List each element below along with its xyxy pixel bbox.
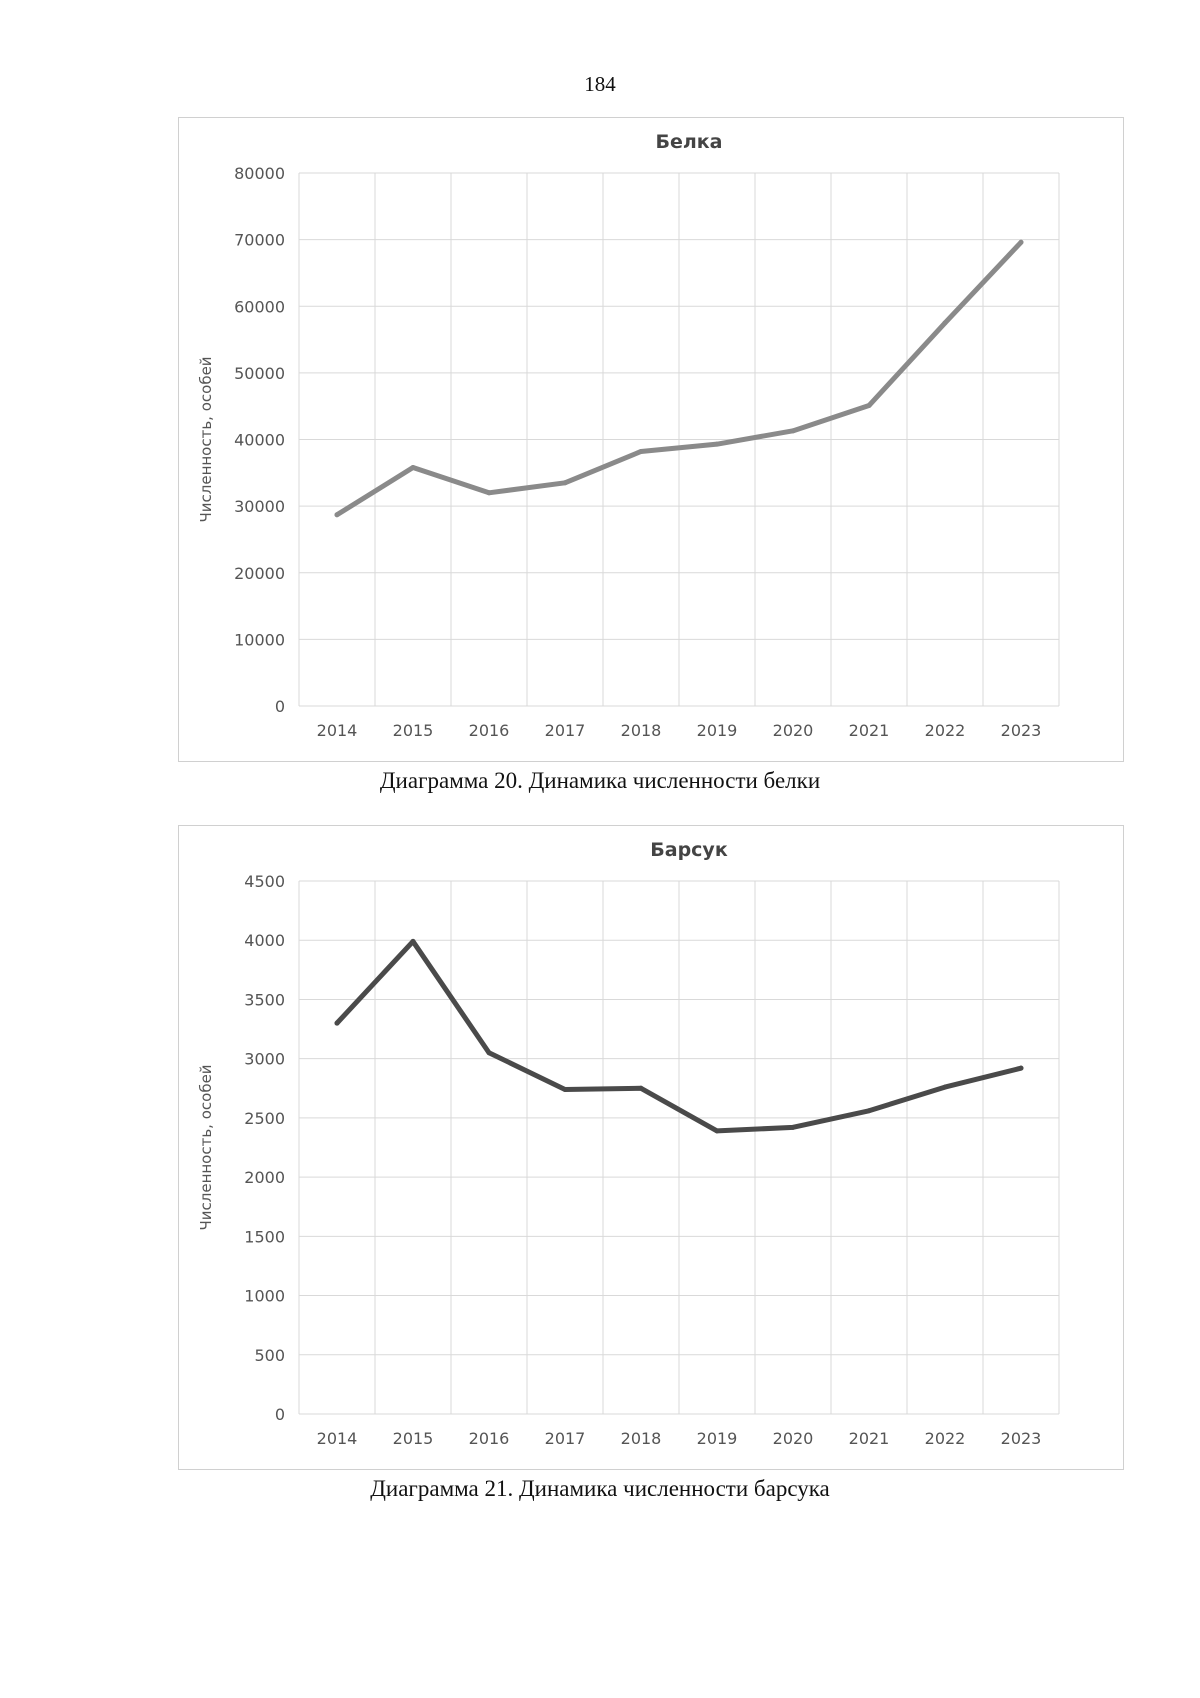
squirrel-y-tick-label: 60000	[234, 297, 285, 316]
squirrel-y-tick-label: 0	[275, 697, 285, 716]
squirrel-data-point	[486, 490, 492, 496]
squirrel-y-tick-label: 10000	[234, 630, 285, 649]
squirrel-chart: Белка 0 10000 20000 30000 40000 50000 60000 7000…	[178, 117, 1124, 762]
badger-chart-title: Барсук	[650, 839, 728, 861]
badger-data-point	[1018, 1065, 1024, 1071]
badger-y-tick-label: 3000	[244, 1050, 285, 1069]
squirrel-x-tick-label: 2020	[773, 721, 814, 740]
squirrel-data-point	[1018, 239, 1024, 245]
badger-x-tick-label: 2015	[393, 1429, 434, 1448]
squirrel-y-tick-label: 50000	[234, 364, 285, 383]
badger-x-tick-label: 2022	[925, 1429, 966, 1448]
squirrel-y-tick-label: 80000	[234, 164, 285, 183]
badger-y-tick-label: 0	[275, 1405, 285, 1424]
squirrel-x-tick-label: 2016	[469, 721, 510, 740]
badger-data-point	[334, 1020, 340, 1026]
badger-chart-svg: Барсук 0 500 1000 1500 2000 2500 3000 3500 4000 45…	[197, 839, 1060, 1448]
chart-caption-badger: Диаграмма 21. Динамика численности барсу…	[370, 1476, 830, 1501]
squirrel-data-point	[790, 428, 796, 434]
squirrel-data-point	[638, 448, 644, 454]
squirrel-x-tick-label: 2018	[621, 721, 662, 740]
badger-x-tick-label: 2016	[469, 1429, 510, 1448]
badger-x-tick-label: 2021	[849, 1429, 890, 1448]
badger-y-tick-label: 4500	[244, 872, 285, 891]
badger-y-tick-label: 4000	[244, 931, 285, 950]
squirrel-y-tick-label: 30000	[234, 497, 285, 516]
badger-y-tick-label: 3500	[244, 990, 285, 1009]
squirrel-data-point	[334, 512, 340, 518]
badger-data-point	[638, 1085, 644, 1091]
squirrel-x-tick-label: 2022	[925, 721, 966, 740]
badger-data-point	[714, 1128, 720, 1134]
badger-series-line	[334, 938, 1024, 1134]
squirrel-y-axis-label: Численность, особей	[197, 356, 215, 522]
squirrel-y-tick-label: 70000	[234, 231, 285, 250]
squirrel-data-point	[410, 464, 416, 470]
squirrel-data-point	[866, 403, 872, 409]
squirrel-x-tick-label: 2017	[545, 721, 586, 740]
squirrel-x-tick-label: 2015	[393, 721, 434, 740]
badger-data-point	[486, 1050, 492, 1056]
badger-data-point	[866, 1108, 872, 1114]
squirrel-x-tick-label: 2014	[317, 721, 358, 740]
badger-chart: Барсук 0 500 1000 1500 2000 2500 3000 3500 4000 45…	[178, 825, 1124, 1470]
squirrel-x-tick-label: 2023	[1001, 721, 1042, 740]
badger-x-tick-label: 2014	[317, 1429, 358, 1448]
badger-x-tick-label: 2020	[773, 1429, 814, 1448]
badger-y-tick-label: 1000	[244, 1287, 285, 1306]
badger-data-point	[410, 938, 416, 944]
squirrel-data-point	[714, 441, 720, 447]
badger-y-tick-label: 500	[254, 1346, 285, 1365]
squirrel-chart-svg: Белка 0 10000 20000 30000 40000 50000 60000 7000…	[197, 131, 1060, 740]
badger-y-tick-label: 2500	[244, 1109, 285, 1128]
chart-caption-squirrel: Диаграмма 20. Динамика численности белки	[379, 768, 821, 793]
badger-data-point	[562, 1086, 568, 1092]
squirrel-y-tick-label: 20000	[234, 564, 285, 583]
badger-x-tick-label: 2018	[621, 1429, 662, 1448]
squirrel-y-tick-label: 40000	[234, 431, 285, 450]
page-number: 184	[584, 72, 616, 96]
squirrel-x-tick-label: 2019	[697, 721, 738, 740]
squirrel-data-point	[942, 320, 948, 326]
badger-data-point	[790, 1124, 796, 1130]
squirrel-data-point	[562, 480, 568, 486]
squirrel-series-line	[334, 239, 1024, 518]
badger-y-tick-label: 1500	[244, 1227, 285, 1246]
badger-x-tick-label: 2019	[697, 1429, 738, 1448]
squirrel-chart-title: Белка	[655, 131, 722, 153]
badger-data-point	[942, 1084, 948, 1090]
squirrel-x-tick-label: 2021	[849, 721, 890, 740]
badger-x-tick-label: 2023	[1001, 1429, 1042, 1448]
badger-y-tick-label: 2000	[244, 1168, 285, 1187]
badger-y-axis-label: Численность, особей	[197, 1064, 215, 1230]
badger-x-tick-label: 2017	[545, 1429, 586, 1448]
